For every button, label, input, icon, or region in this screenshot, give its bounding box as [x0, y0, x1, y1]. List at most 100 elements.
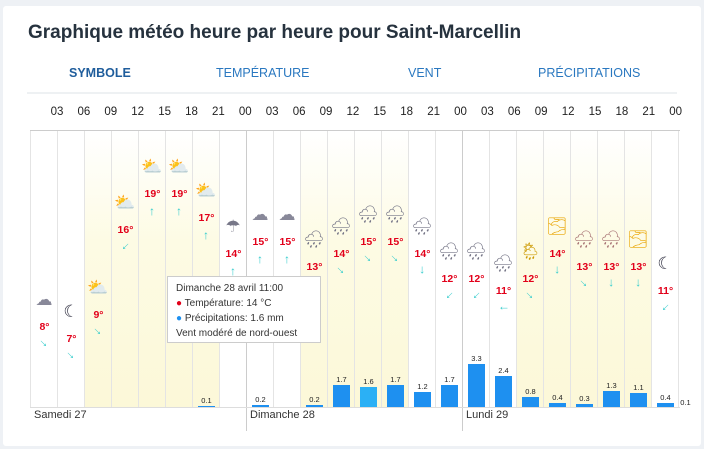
hour-label: 21 [211, 106, 225, 118]
hour-label: 18 [615, 106, 629, 118]
weather-chart: ☁ 8° ↑ ☾ 7° ↑ ⛅ 9° ↑ ⛅ 16° ↑ ⛅ 19° ↑ ⛅ 19° ↑ ⛅ 17° ↑ 0.1 ☂ 14° ↑… [30, 130, 691, 431]
temperature-label: 11° [495, 284, 512, 297]
time-column [678, 131, 684, 408]
hour-label: 18 [400, 106, 414, 118]
precip-label: 0.1 [680, 398, 691, 407]
hour-label: 15 [158, 106, 171, 118]
rain-icon: 🌧 [411, 217, 433, 237]
time-column: 🌧 12° ↑ 3.3 [462, 131, 489, 408]
sun-rain-icon: 🌦 [519, 241, 541, 261]
rain-icon: 🌧 [492, 253, 514, 273]
temperature-label: 13° [630, 260, 647, 273]
time-column: 🌫 14° ↑ 0.4 [543, 131, 570, 408]
time-column: ⛅ 9° ↑ [84, 131, 111, 408]
precip-bar [387, 385, 404, 408]
precip-label: 0.8 [525, 387, 536, 397]
time-column: 🌧 15° ↑ 1.6 [354, 131, 381, 408]
wind-arrow-icon: ↑ [554, 264, 560, 279]
wind-arrow-icon: ↑ [257, 252, 263, 267]
temperature-label: 9° [93, 308, 104, 321]
tab-precipitations[interactable]: PRÉCIPITATIONS [538, 66, 641, 80]
time-column: 🌦 12° ↑ 0.8 [516, 131, 543, 408]
wind-arrow-icon: ↑ [230, 264, 236, 279]
precip-bar [360, 386, 377, 408]
hour-label: 00 [238, 106, 252, 118]
time-column: 🌧 15° ↑ 1.7 [381, 131, 408, 408]
hour-label: 15 [588, 106, 602, 118]
rain-icon: 🌧 [303, 229, 325, 249]
precip-label: 0.4 [552, 392, 563, 402]
precip-label: 1.3 [606, 380, 617, 390]
wind-arrow-icon: ↑ [333, 264, 349, 279]
time-column: 🌧 13° ↑ 0.3 [570, 131, 597, 408]
wind-arrow-icon: ↑ [635, 276, 641, 291]
hour-label: 09 [534, 106, 548, 118]
wind-arrow-icon: ↑ [657, 300, 673, 315]
precip-bar [522, 397, 539, 408]
wind-arrow-icon: ↑ [387, 252, 403, 267]
hour-label: 06 [507, 106, 521, 118]
storm-rain-icon: 🌧 [573, 229, 595, 249]
wind-arrow-icon: ↑ [360, 252, 376, 267]
hour-label: 12 [561, 106, 575, 118]
precip-bar [657, 402, 674, 408]
tab-symbole[interactable]: SYMBOLE [69, 66, 131, 80]
temperature-label: 7° [66, 333, 77, 346]
time-column: ☁ 15° ↑ [273, 131, 300, 408]
night-fog-icon: ☾ [657, 253, 673, 273]
hour-label: 03 [480, 106, 494, 118]
day-label: Samedi 27 [34, 409, 87, 421]
temperature-label: 17° [198, 212, 215, 225]
temperature-label: 13° [576, 260, 593, 273]
precip-bar [549, 402, 566, 408]
precip-label: 1.2 [417, 382, 428, 392]
storm-rain-icon: 🌧 [600, 229, 622, 249]
night-cloud-icon: ☁ [251, 205, 269, 225]
sun-fog-icon: 🌫 [627, 229, 649, 249]
tooltip-title: Dimanche 28 avril 11:00 [176, 283, 284, 294]
hour-label: 12 [131, 106, 145, 118]
day-label: Lundi 29 [466, 409, 509, 421]
precip-label: 1.7 [390, 375, 401, 385]
precip-bar [630, 393, 647, 408]
wind-arrow-icon: ↑ [419, 264, 425, 279]
hour-label: 00 [669, 106, 683, 118]
precip-bar [495, 376, 512, 408]
temperature-label: 19° [144, 187, 161, 200]
sun-cloud-icon: ⛅ [168, 156, 190, 176]
moon-cloud-icon: ☾ [63, 302, 79, 322]
time-column: 🌧 11° ↑ 2.4 [489, 131, 516, 408]
wind-arrow-icon: ↑ [576, 276, 592, 291]
tab-temperature[interactable]: TEMPÉRATURE [216, 66, 310, 80]
temperature-label: 8° [39, 321, 50, 333]
tab-vent[interactable]: VENT [408, 66, 442, 80]
sun-fog-icon: 🌫 [546, 217, 568, 237]
precip-bar [414, 392, 431, 408]
precip-bar [306, 405, 323, 408]
wind-arrow-icon: ↑ [176, 203, 182, 218]
hour-label: 18 [185, 106, 198, 118]
precip-bar [252, 405, 269, 408]
time-column: 🌧13°↑0.2 [300, 131, 327, 408]
time-column: 🌧 14° ↑ 1.7 [327, 131, 354, 408]
temperature-label: 14° [225, 248, 242, 261]
time-column: 🌧 12° ↑ 1.7 [435, 131, 462, 408]
wind-arrow-icon: ↑ [284, 252, 290, 267]
temperature-label: 12° [441, 272, 458, 285]
precip-label: 2.4 [498, 366, 509, 376]
wind-arrow-icon: ↑ [441, 288, 457, 303]
precip-label: 0.1 [201, 396, 212, 405]
wind-arrow-icon: ↑ [90, 324, 106, 339]
sun-cloud-icon: ⛅ [114, 193, 136, 213]
night-cloud-icon: ☁ [278, 205, 296, 225]
hour-label: 21 [642, 106, 656, 118]
hour-label: 09 [104, 106, 118, 118]
temperature-label: 13° [306, 260, 323, 273]
precip-label: 0.2 [309, 395, 320, 405]
precip-label: 1.6 [363, 376, 374, 386]
precip-dot-icon: ● [176, 313, 183, 324]
temperature-label: 13° [603, 260, 620, 273]
hour-label: 09 [319, 106, 333, 118]
precip-label: 0.3 [579, 394, 590, 403]
night-rain-icon: ☂ [225, 217, 241, 237]
